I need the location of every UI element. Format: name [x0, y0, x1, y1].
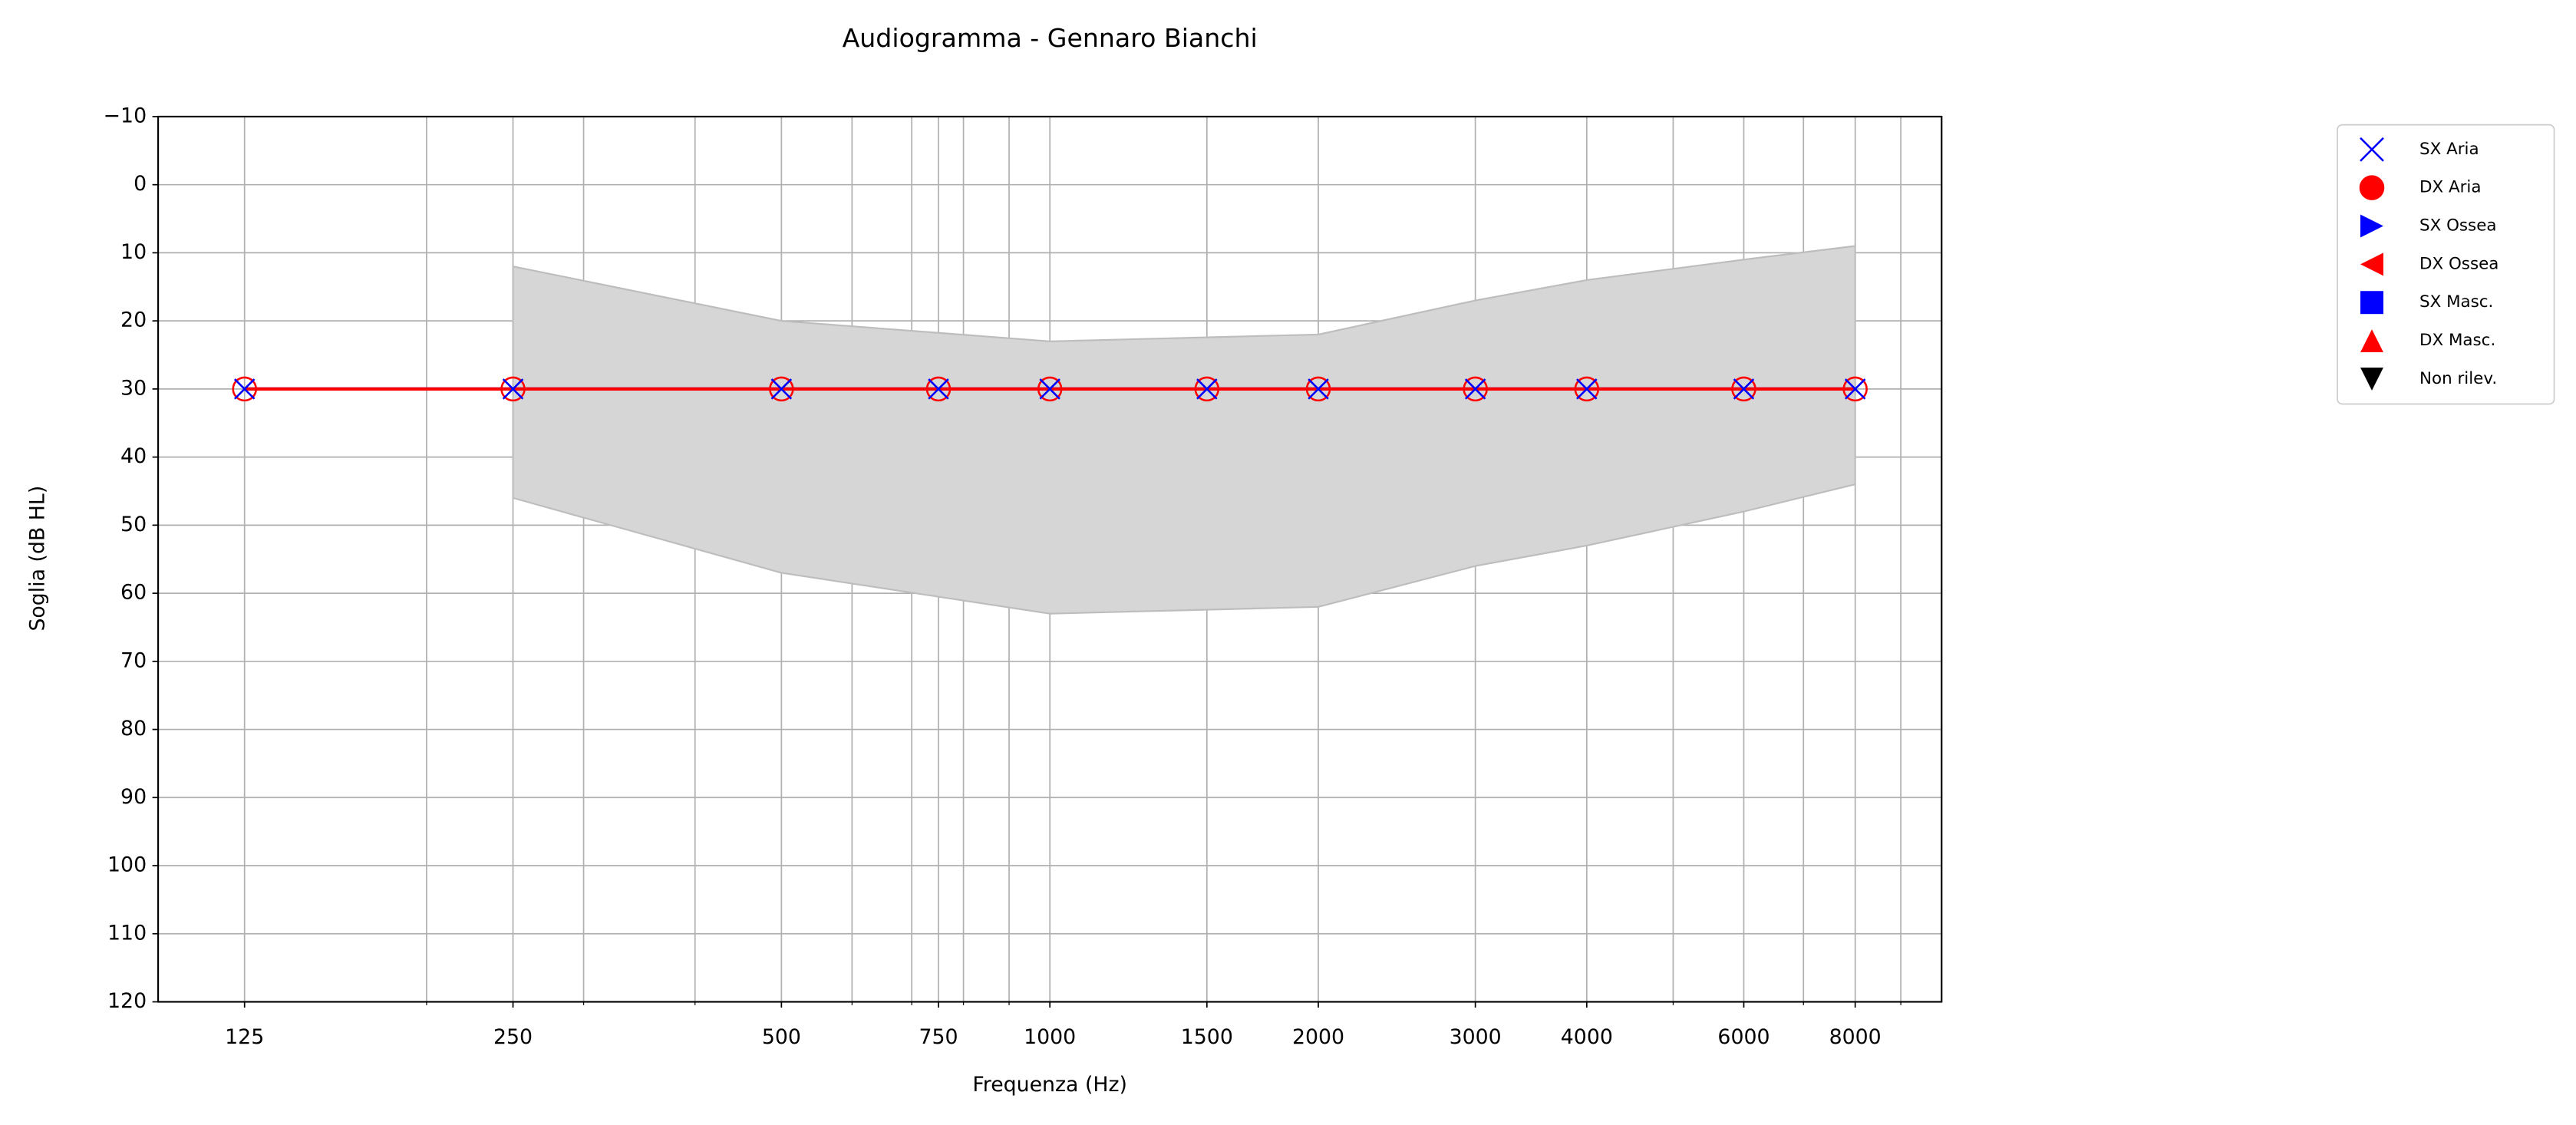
x-axis-label: Frequenza (Hz) [972, 1073, 1127, 1097]
x-tick-label: 6000 [1717, 1025, 1770, 1049]
y-tick-label: 70 [120, 648, 147, 672]
y-tick-label: 10 [120, 240, 147, 264]
marker [1037, 376, 1063, 402]
legend-marker [2360, 291, 2383, 315]
chart-title: Audiogramma - Gennaro Bianchi [843, 23, 1258, 53]
legend-label: SX Aria [2419, 140, 2479, 159]
y-tick-label: 20 [120, 308, 147, 332]
marker [770, 378, 793, 400]
marker [1733, 378, 1755, 400]
marker [1574, 376, 1600, 402]
marker [500, 376, 526, 402]
y-tick-label: 30 [120, 376, 147, 400]
marks [232, 245, 1868, 615]
marker [1039, 378, 1060, 400]
legend-marker [2360, 367, 2383, 391]
y-tick-label: 100 [107, 853, 147, 877]
marker [1844, 378, 1866, 400]
legend-label: SX Ossea [2419, 216, 2496, 235]
legend-label: DX Aria [2419, 178, 2481, 197]
legend-box [2337, 124, 2555, 405]
y-tick-label: 60 [120, 581, 147, 605]
x-tick-label: 8000 [1829, 1025, 1882, 1049]
x-tick-label: 2000 [1292, 1025, 1344, 1049]
legend-label: DX Masc. [2419, 331, 2495, 350]
marker [1464, 378, 1486, 400]
x-tick-label: 1000 [1024, 1025, 1076, 1049]
x-tick-label: 4000 [1561, 1025, 1613, 1049]
marker [1305, 376, 1331, 402]
y-tick-label: 110 [107, 921, 147, 945]
marker [502, 378, 524, 400]
legend-label: SX Masc. [2419, 292, 2493, 312]
x-tick-label: 250 [493, 1025, 533, 1049]
marker [1196, 378, 1218, 400]
x-tick-label: 500 [762, 1025, 801, 1049]
x-tick-label: 750 [919, 1025, 958, 1049]
legend-marker [2359, 175, 2385, 200]
axes: −10 0 10 20 30 40 50 60 70 80 90 100 110 120 125 250 500… [104, 104, 1901, 1049]
y-tick-label: −10 [104, 104, 147, 127]
y-tick-label: 50 [120, 513, 147, 536]
marker [1842, 376, 1868, 402]
legend: SX Aria DX Aria SX Ossea DX Ossea SX Masc. DX… [2359, 137, 2498, 391]
y-tick-label: 40 [120, 444, 147, 468]
y-tick-label: 120 [107, 989, 147, 1013]
y-tick-label: 0 [134, 172, 147, 196]
marker [1576, 378, 1598, 400]
x-tick-label: 3000 [1450, 1025, 1502, 1049]
y-tick-label: 80 [120, 717, 147, 741]
marker [928, 378, 949, 400]
marker [232, 376, 257, 402]
marker [233, 378, 256, 400]
x-tick-label: 1500 [1181, 1025, 1233, 1049]
marker [1731, 376, 1756, 402]
legend-marker [2360, 137, 2384, 162]
legend-label: Non rilev. [2419, 369, 2497, 388]
x-tick-label: 125 [225, 1025, 264, 1049]
legend-marker [2360, 252, 2383, 276]
legend-marker [2360, 214, 2383, 238]
y-tick-label: 90 [120, 785, 147, 809]
y-axis-label: Soglia (dB HL) [25, 486, 49, 632]
marker [1463, 376, 1488, 402]
marker [1308, 378, 1329, 400]
legend-label: DX Ossea [2419, 254, 2498, 273]
legend-marker [2360, 329, 2383, 353]
marker [925, 376, 952, 402]
marker [769, 376, 794, 402]
marker [1194, 376, 1220, 402]
normal-range-band [512, 245, 1856, 615]
